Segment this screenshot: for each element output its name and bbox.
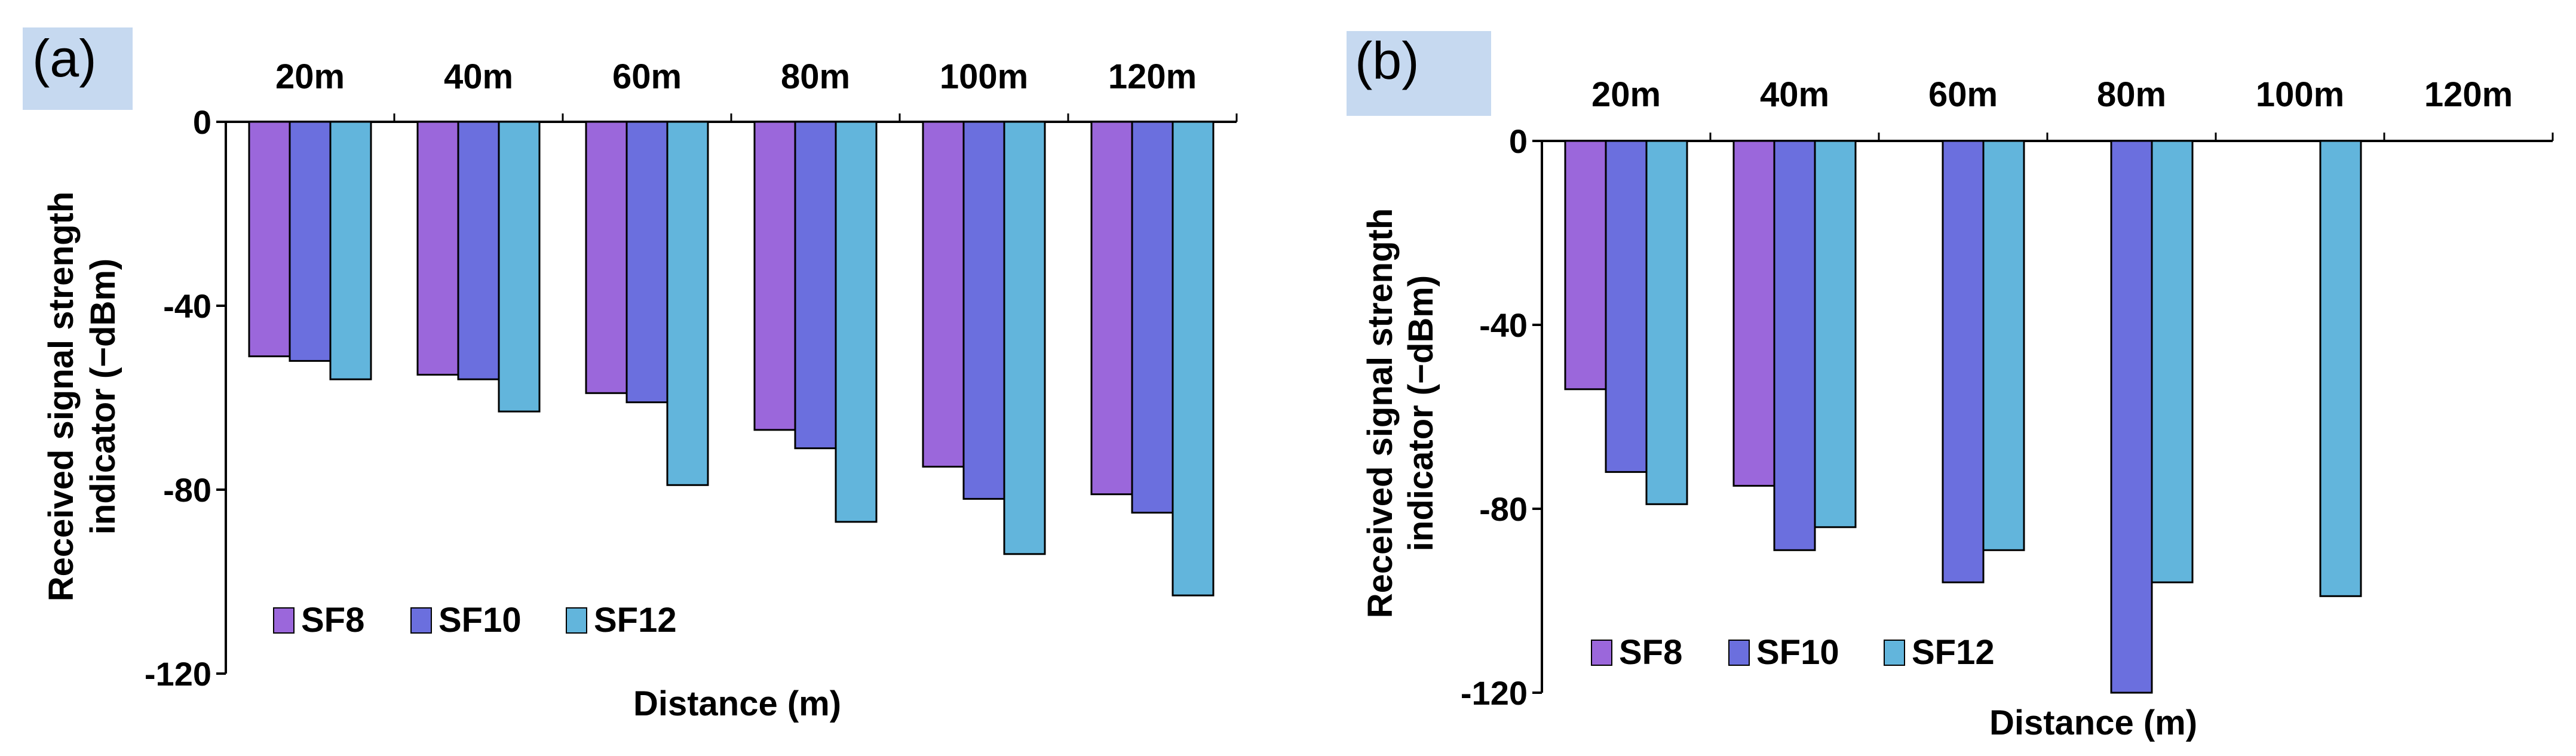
panel-label-box xyxy=(1347,31,1491,116)
x-category-label: 120m xyxy=(2424,75,2513,114)
x-category-label: 20m xyxy=(275,57,345,96)
bar-sf10-120m xyxy=(1131,121,1174,514)
panel-label: (b) xyxy=(1355,31,1419,90)
x-category-label: 120m xyxy=(1108,57,1197,96)
y-tick-label: -120 xyxy=(145,655,211,693)
x-category-label: 100m xyxy=(2256,75,2344,114)
bar-sf12-60m xyxy=(666,121,709,486)
legend-label-sf8: SF8 xyxy=(1619,633,1682,672)
legend-swatch-sf8 xyxy=(273,607,295,634)
bar-sf10-80m xyxy=(794,121,837,450)
bar-sf8-80m xyxy=(753,121,796,431)
bar-sf10-60m xyxy=(1942,140,1985,583)
legend-swatch-sf12 xyxy=(566,607,587,634)
x-category-label: 100m xyxy=(940,57,1028,96)
bar-sf10-20m xyxy=(1605,140,1648,473)
panel-label: (a) xyxy=(32,29,97,88)
bar-sf10-80m xyxy=(2110,140,2153,694)
chart-a-svg: (a) 0 -40 -80 -120 20m 40m 60m 80m 100m 120m Distan… xyxy=(23,27,1238,723)
bar-sf12-40m xyxy=(1814,140,1857,528)
bar-sf12-20m xyxy=(1645,140,1688,505)
bar-sf12-60m xyxy=(1982,140,2025,551)
x-category-label: 60m xyxy=(612,57,682,96)
bar-sf12-120m xyxy=(1172,121,1215,597)
y-axis-label-line-1: Received signal strength xyxy=(1361,208,1400,619)
bar-sf12-80m xyxy=(835,121,878,523)
bar-sf10-20m xyxy=(289,121,332,362)
x-category-label: 40m xyxy=(1760,75,1829,114)
bar-sf12-40m xyxy=(498,121,541,413)
y-tick-label: -120 xyxy=(1461,674,1528,712)
legend-swatch-sf8 xyxy=(1591,640,1612,666)
x-axis-label: Distance (m) xyxy=(633,684,841,723)
y-tick-label: -40 xyxy=(1479,306,1528,344)
y-tick-label: 0 xyxy=(193,103,211,141)
legend-label-sf10: SF10 xyxy=(1756,633,1839,672)
x-category-label: 20m xyxy=(1591,75,1661,114)
chart-panel-b: (b) 0 -40 -80 -120 20m 40m 60m 80m 100m 120m Distan… xyxy=(1288,0,2576,756)
legend-swatch-sf10 xyxy=(1728,640,1750,666)
bar-sf10-40m xyxy=(457,121,500,380)
bar-sf10-40m xyxy=(1773,140,1816,551)
legend-swatch-sf12 xyxy=(1884,640,1905,666)
y-axis-label-line-2: indicator (−dBm) xyxy=(1402,275,1440,551)
x-category-label: 60m xyxy=(1928,75,1998,114)
y-axis-label-line-1: Received signal strength xyxy=(42,192,81,602)
y-tick-label: -80 xyxy=(163,471,211,509)
bar-sf12-100m xyxy=(2319,140,2362,597)
y-tick-label: -80 xyxy=(1479,490,1528,528)
x-axis-label: Distance (m) xyxy=(1989,703,2197,742)
bar-sf8-20m xyxy=(1564,140,1607,391)
bar-sf12-20m xyxy=(329,121,372,380)
bar-sf8-20m xyxy=(248,121,291,358)
bar-sf10-100m xyxy=(962,121,1005,500)
legend-swatch-sf10 xyxy=(410,607,432,634)
chart-b-svg: (b) 0 -40 -80 -120 20m 40m 60m 80m 100m 120m Distan… xyxy=(1347,31,2554,742)
bar-sf8-40m xyxy=(416,121,459,376)
legend-label-sf10: SF10 xyxy=(438,601,522,640)
y-tick-label: -40 xyxy=(163,287,211,325)
y-axis-label-line-2: indicator (−dBm) xyxy=(84,259,122,534)
bar-sf8-60m xyxy=(585,121,628,394)
bar-sf8-40m xyxy=(1732,140,1775,487)
bar-sf12-80m xyxy=(2151,140,2194,583)
bar-sf8-100m xyxy=(922,121,965,468)
bar-sf12-100m xyxy=(1003,121,1046,555)
bar-sf8-120m xyxy=(1090,121,1133,496)
x-category-label: 80m xyxy=(2097,75,2166,114)
legend-label-sf8: SF8 xyxy=(301,601,364,640)
legend-label-sf12: SF12 xyxy=(594,601,677,640)
bar-sf10-60m xyxy=(625,121,668,404)
legend-label-sf12: SF12 xyxy=(1912,633,1995,672)
panel-label-box xyxy=(23,27,133,110)
x-category-label: 80m xyxy=(781,57,850,96)
y-tick-label: 0 xyxy=(1509,122,1528,160)
chart-panel-a: (a) 0 -40 -80 -120 20m 40m 60m 80m 100m 120m Distan… xyxy=(23,27,1238,723)
x-category-label: 40m xyxy=(444,57,513,96)
